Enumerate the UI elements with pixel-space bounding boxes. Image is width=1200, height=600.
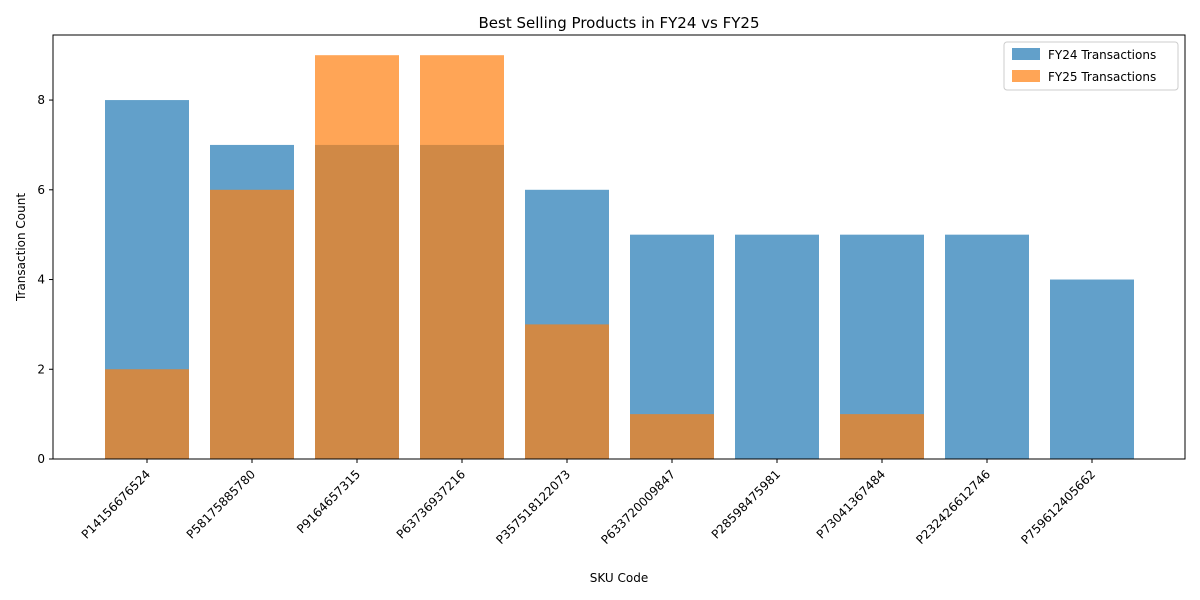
bar-fy25-P633720009847 (630, 414, 714, 459)
bar-fy25-P58175885780 (210, 189, 294, 460)
bar-fy25-P63736937216 (420, 55, 504, 459)
y-tick-label: 6 (37, 183, 45, 197)
y-tick-label: 0 (37, 452, 45, 466)
legend-box (1003, 41, 1179, 91)
x-axis-label: SKU Code (590, 571, 648, 585)
bar-fy24-P28598475981 (735, 234, 819, 459)
y-axis-label: Transaction Count (14, 193, 28, 302)
y-tick-label: 2 (37, 362, 45, 376)
legend-swatch-fy25 (1012, 70, 1040, 82)
legend-label-fy25: FY25 Transactions (1048, 70, 1156, 84)
bar-fy25-P357518122073 (525, 324, 609, 459)
bar-fy25-P9164657315 (315, 55, 399, 459)
bar-fy24-P759612405662 (1050, 279, 1134, 459)
legend: FY24 Transactions FY25 Transactions (1003, 41, 1179, 91)
bars-group (105, 55, 1134, 460)
y-tick-label: 4 (37, 273, 45, 287)
chart-title: Best Selling Products in FY24 vs FY25 (479, 14, 760, 32)
y-tick-label: 8 (37, 93, 45, 107)
bar-fy25-P14156676524 (105, 369, 189, 459)
legend-label-fy24: FY24 Transactions (1048, 48, 1156, 62)
bar-fy25-P73041367484 (840, 414, 924, 459)
bar-fy24-P232426612746 (945, 234, 1029, 459)
y-axis: 0 2 4 6 8 (37, 93, 53, 466)
legend-swatch-fy24 (1012, 48, 1040, 60)
plot-frame (52, 34, 1186, 460)
